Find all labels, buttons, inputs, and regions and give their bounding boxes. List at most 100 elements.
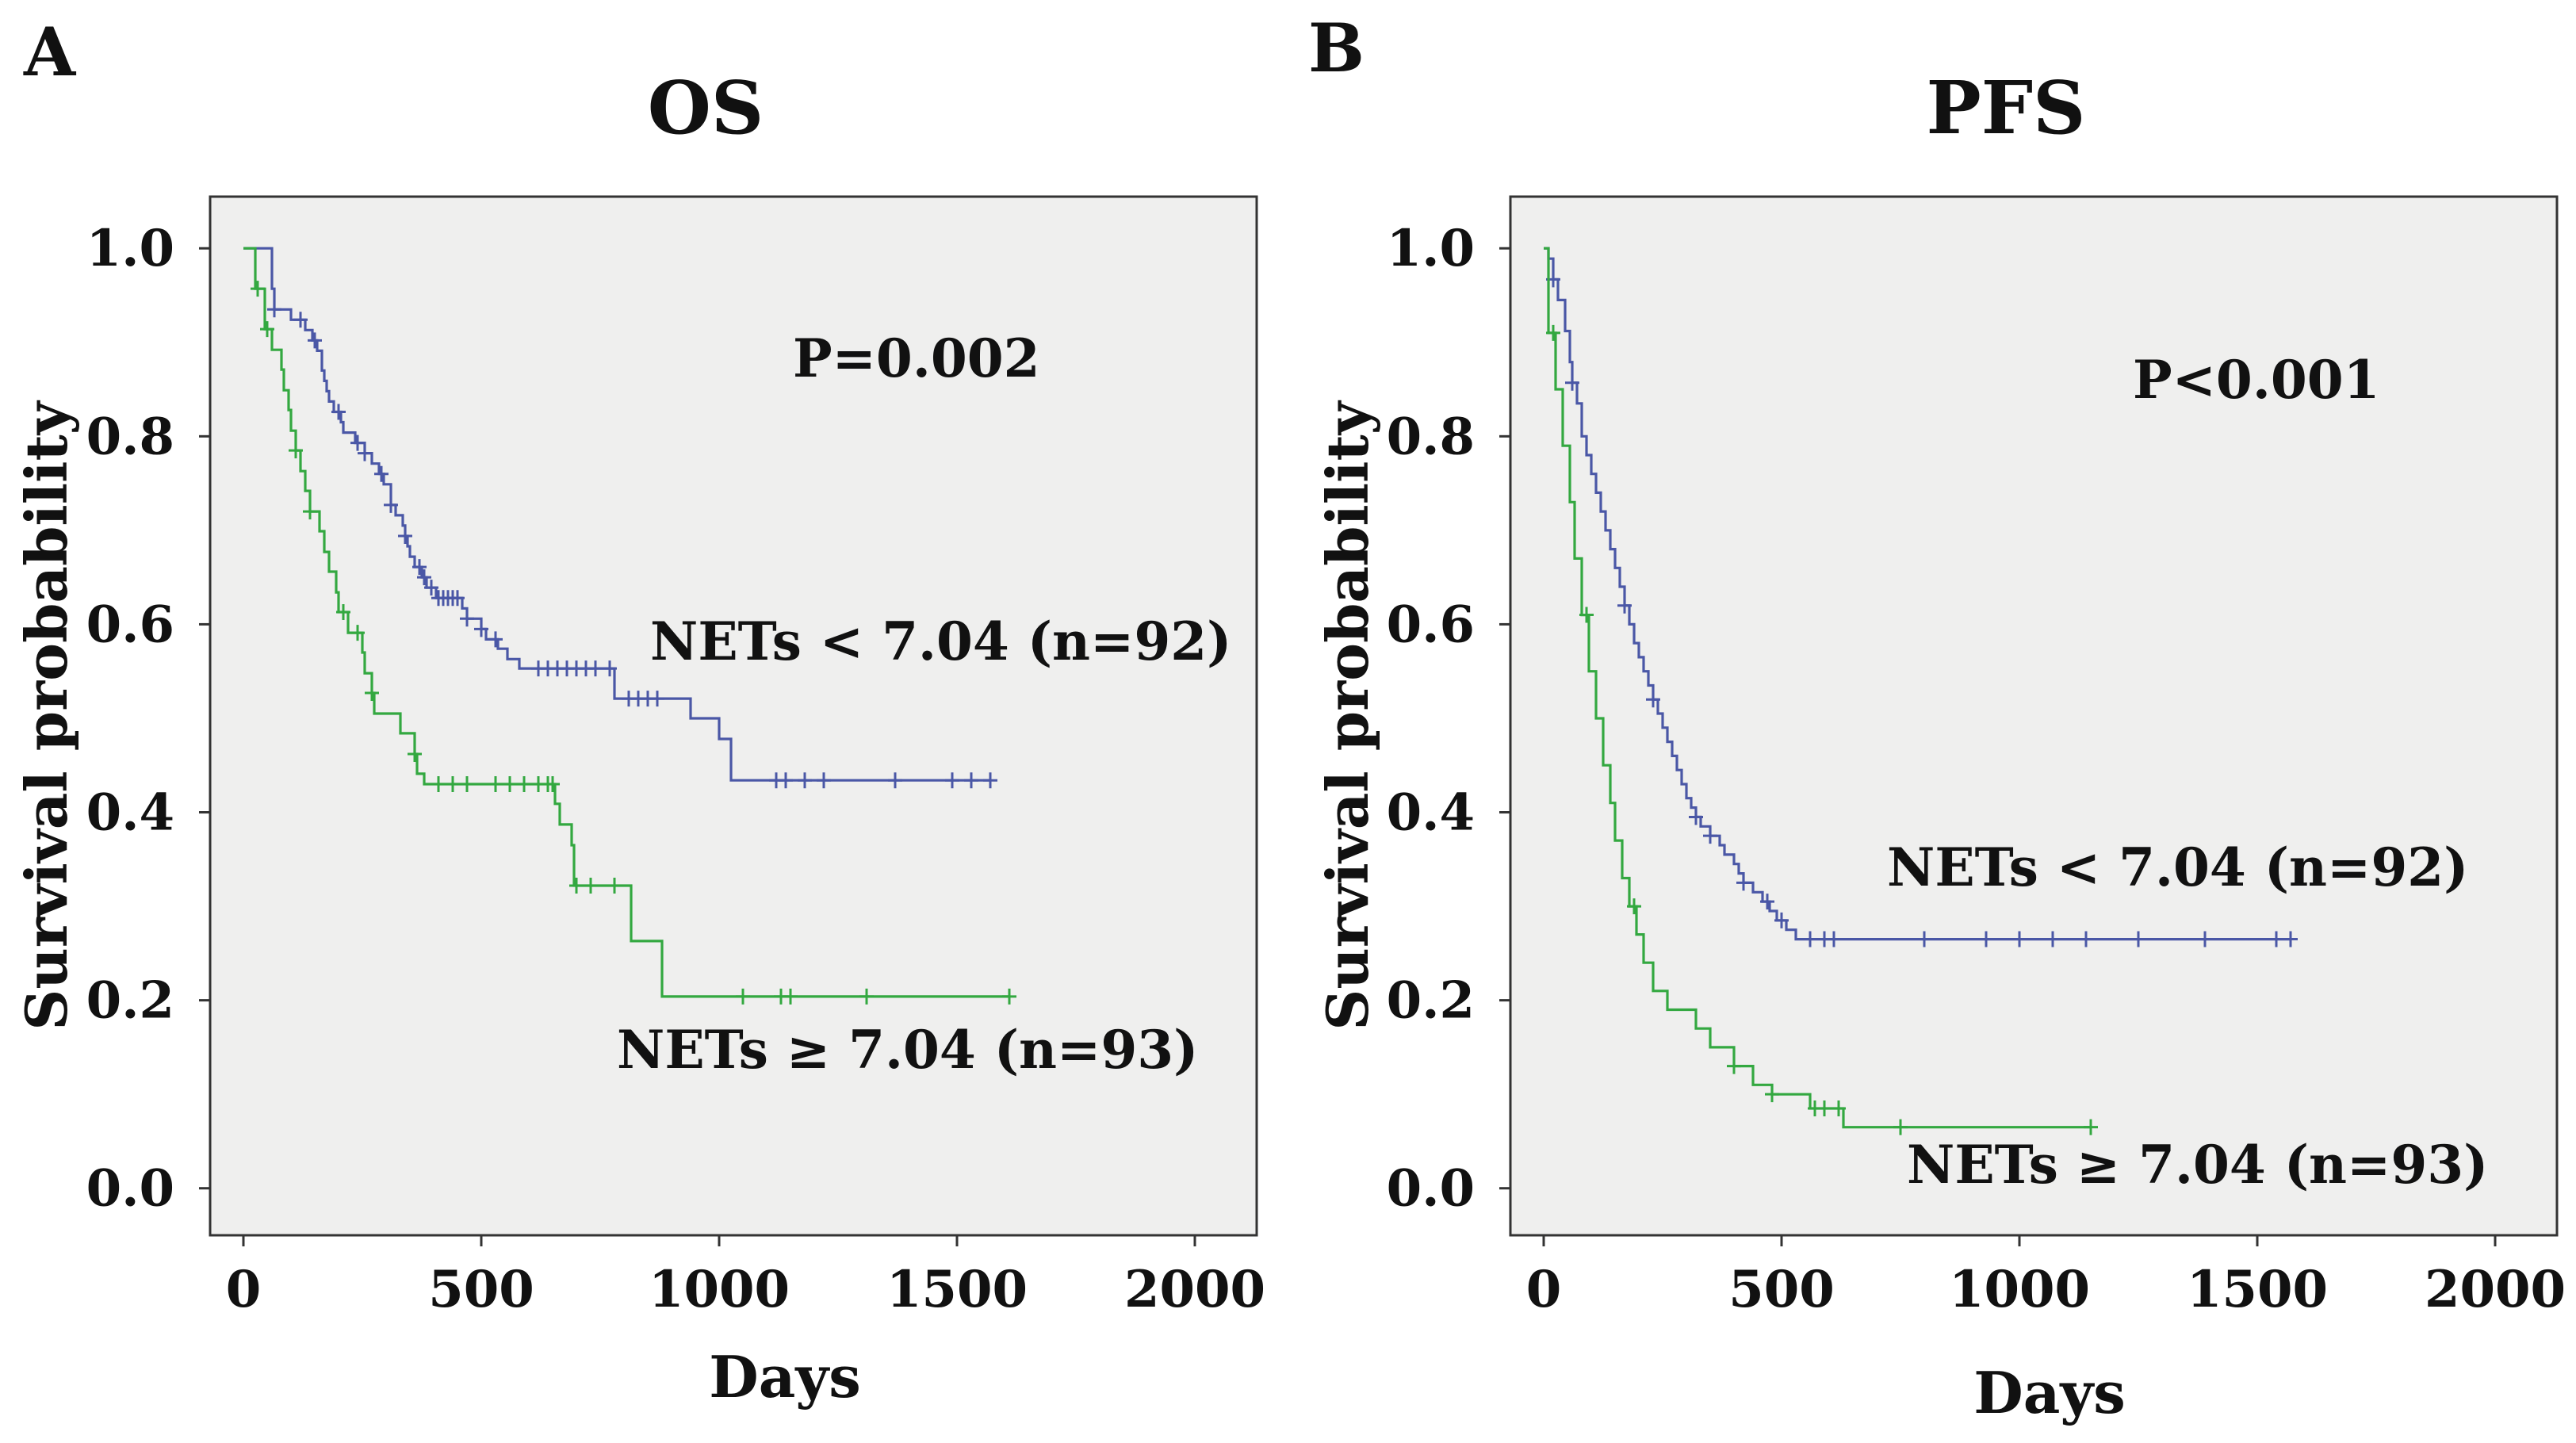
panel-letter: B <box>1308 9 1365 87</box>
x-tick-label: 500 <box>1728 1260 1835 1319</box>
censor-mark <box>308 332 322 349</box>
censor-mark <box>1689 809 1703 825</box>
censor-mark <box>251 281 265 297</box>
x-tick-label: 1500 <box>2187 1260 2328 1319</box>
censor-mark <box>1917 931 1931 947</box>
censor-mark <box>450 590 465 607</box>
censor-mark <box>408 746 422 763</box>
censor-mark <box>1617 597 1632 614</box>
censor-mark <box>736 988 750 1005</box>
plot-area <box>1509 195 2559 1237</box>
y-tick-label: 0.4 <box>86 783 174 843</box>
censor-mark <box>2012 931 2027 947</box>
censor-mark <box>584 877 598 894</box>
censor-mark <box>431 775 446 792</box>
chart-title: PFS <box>1927 65 2086 151</box>
censor-mark <box>1002 988 1016 1005</box>
x-tick-label: 1500 <box>886 1260 1028 1319</box>
censor-mark <box>1546 324 1560 341</box>
censor-mark <box>517 775 531 792</box>
x-tick-label: 1000 <box>1949 1260 2090 1319</box>
x-tick-label: 1000 <box>649 1260 790 1319</box>
censor-mark <box>1579 607 1594 623</box>
censor-mark <box>412 559 427 576</box>
p-value-annotation: P=0.002 <box>793 327 1040 389</box>
censor-mark <box>331 404 346 420</box>
panel-a: A OS 0 500 1000 1500 20000.00.20.40.60.81.0 … <box>13 13 1265 1410</box>
censor-mark <box>474 621 488 637</box>
series-layer <box>243 247 1016 1005</box>
censor-mark <box>2131 931 2145 947</box>
y-tick-label: 0.0 <box>86 1159 174 1219</box>
censor-mark <box>859 988 874 1005</box>
censor-mark <box>424 580 438 596</box>
y-axis-label: Survival probability <box>13 400 80 1030</box>
x-tick-label: 500 <box>428 1260 534 1319</box>
y-tick-label: 0.8 <box>86 407 174 466</box>
censor-mark <box>1727 1058 1741 1074</box>
series-label-low: NETs < 7.04 (n=92) <box>1887 836 2468 898</box>
km-curve <box>243 247 1009 998</box>
censor-mark <box>2084 1119 2098 1135</box>
y-tick-label: 0.2 <box>1387 971 1475 1031</box>
x-axis-label: Days <box>709 1343 860 1410</box>
censor-mark <box>358 445 372 461</box>
censor-mark <box>964 772 978 789</box>
y-tick-label: 0.4 <box>1387 783 1475 843</box>
censor-mark <box>488 631 503 648</box>
km-curve <box>1544 247 2091 1129</box>
censor-mark <box>267 301 281 318</box>
censor-mark <box>817 772 831 789</box>
censor-mark <box>603 660 617 677</box>
censor-mark <box>2198 931 2212 947</box>
series-layer <box>1544 247 2298 1135</box>
series-label-low: NETs < 7.04 (n=92) <box>650 610 1231 672</box>
x-tick-label: 2000 <box>1124 1260 1265 1319</box>
censor-mark <box>1760 894 1774 910</box>
censor-mark <box>650 691 664 707</box>
y-tick-label: 1.0 <box>86 219 174 278</box>
censor-mark <box>398 527 412 544</box>
censor-mark <box>374 465 389 482</box>
y-tick-label: 0.8 <box>1387 407 1475 466</box>
censor-mark <box>783 988 798 1005</box>
censor-mark <box>1565 374 1579 391</box>
censor-mark <box>303 503 317 520</box>
x-tick-label: 0 <box>1526 1260 1562 1319</box>
plot-area <box>209 195 1258 1237</box>
panel-b: B PFS 0 500 1000 1500 2000 0.0 0.2 0.4 0.6 0.8 1.0… <box>1308 9 2566 1426</box>
censor-mark <box>1893 1119 1908 1135</box>
chart-title: OS <box>648 65 764 151</box>
censor-mark <box>488 775 503 792</box>
y-tick-label: 0.2 <box>86 971 174 1031</box>
censor-mark <box>798 772 812 789</box>
censor-mark <box>1765 1086 1779 1103</box>
censor-mark <box>1703 828 1717 844</box>
y-tick-label: 0.6 <box>86 595 174 654</box>
censor-mark <box>365 684 379 701</box>
censor-mark <box>1827 931 1841 947</box>
censor-mark <box>289 442 303 459</box>
censor-mark <box>1774 912 1789 928</box>
x-tick-label: 0 <box>226 1260 262 1319</box>
censor-mark <box>350 625 365 641</box>
censor-mark <box>417 569 431 586</box>
censor-mark <box>1646 691 1660 708</box>
censor-mark <box>350 434 365 451</box>
series-label-high: NETs ≥ 7.04 (n=93) <box>617 1019 1198 1081</box>
censor-mark <box>460 775 474 792</box>
censor-mark <box>2046 931 2060 947</box>
censor-mark <box>260 321 274 338</box>
p-value-annotation: P<0.001 <box>2133 349 2380 411</box>
y-tick-label: 0.6 <box>1387 595 1475 654</box>
censor-mark <box>460 610 474 627</box>
censor-mark <box>503 775 517 792</box>
censor-mark <box>2283 931 2298 947</box>
axis-ticks: 0 500 1000 1500 2000 0.0 0.2 0.4 0.6 0.8 1.0 <box>86 219 1265 1319</box>
x-axis-label: Days <box>1973 1359 2125 1426</box>
censor-mark <box>1803 931 1817 947</box>
censor-mark <box>384 496 398 513</box>
censor-mark <box>607 877 622 894</box>
censor-mark <box>2079 931 2093 947</box>
